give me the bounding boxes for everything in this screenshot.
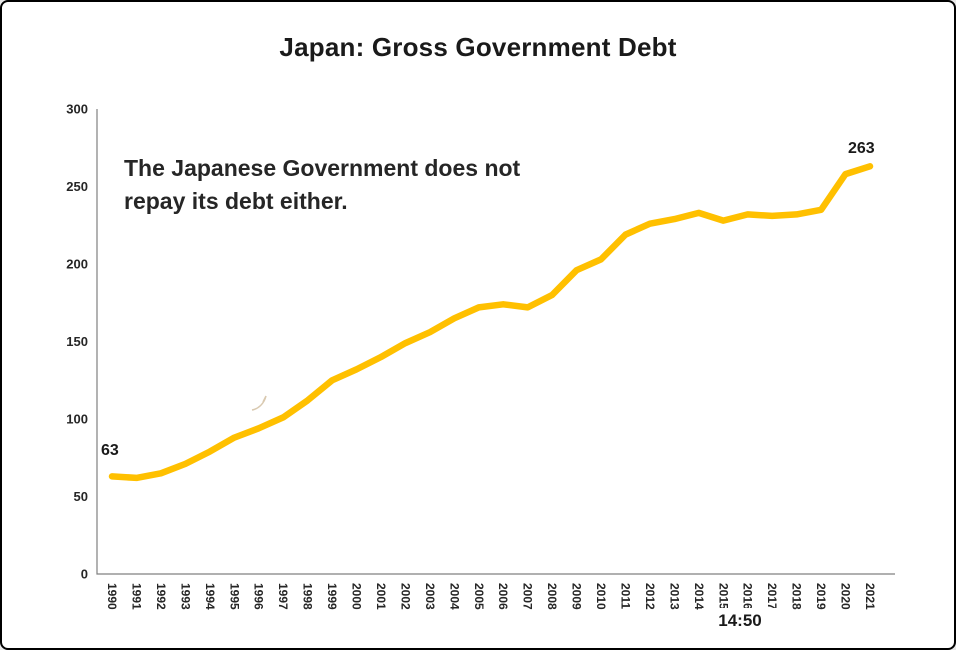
x-axis-tick-label: 2004 (447, 583, 461, 610)
chart-title: Japan: Gross Government Debt (279, 32, 677, 62)
x-axis-tick-label: 2009 (570, 583, 584, 610)
x-axis-tick-label: 2008 (545, 583, 559, 610)
x-axis-tick-label: 2015 (716, 583, 730, 610)
y-axis-tick-label: 250 (66, 179, 88, 194)
x-axis-tick-label: 2017 (765, 583, 779, 610)
annotation-line-2: repay its debt either. (124, 187, 348, 214)
x-axis-tick-label: 1998 (301, 583, 315, 610)
x-axis-tick-label: 2013 (667, 583, 681, 610)
x-axis-tick-label: 1994 (203, 583, 217, 610)
x-axis-tick-label: 1993 (178, 583, 192, 610)
debt-line-series (108, 163, 874, 482)
x-axis-tick-label: 1990 (105, 583, 119, 610)
x-axis-tick-label: 2010 (594, 583, 608, 610)
x-axis-tick-label: 2000 (350, 583, 364, 610)
x-axis-tick-label: 2006 (496, 583, 510, 610)
axis-lines (96, 109, 895, 575)
x-axis-tick-label: 1996 (252, 583, 266, 610)
annotation-text: The Japanese Government does not repay i… (124, 152, 604, 217)
x-axis-tick-label: 1995 (227, 583, 241, 610)
x-axis-tick-label: 2018 (790, 583, 804, 610)
y-axis-tick-label: 300 (66, 102, 88, 117)
y-axis-tick-label: 150 (66, 334, 88, 349)
x-axis-tick-label: 1999 (325, 583, 339, 610)
x-axis-tick-label: 2020 (839, 583, 853, 610)
x-axis-tick-label: 2003 (423, 583, 437, 610)
first-point-data-label: 63 (101, 442, 119, 459)
x-axis-tick-label: 2001 (374, 583, 388, 610)
x-axis-tick-label: 2011 (619, 583, 633, 609)
x-axis-tick-label: 1992 (154, 583, 168, 610)
x-axis-tick-label: 2012 (643, 583, 657, 610)
x-axis-tick-label: 2021 (863, 583, 877, 610)
y-axis-tick-label: 100 (66, 412, 88, 427)
video-timestamp-overlay: 14:50 (702, 608, 778, 632)
last-point-data-label: 263 (848, 140, 875, 157)
x-axis-tick-label: 1997 (276, 583, 290, 610)
cursor-artifact (251, 395, 267, 411)
annotation-line-1: The Japanese Government does not (124, 155, 521, 181)
x-axis-tick-label: 2007 (521, 583, 535, 610)
x-axis-tick-label: 2002 (398, 583, 412, 610)
x-axis-tick-label: 2014 (692, 583, 706, 610)
x-axis-tick-label: 2016 (741, 583, 755, 610)
y-axis-tick-label: 0 (81, 567, 88, 582)
x-axis-tick-label: 2005 (472, 583, 486, 610)
x-axis-tick-label: 2019 (814, 583, 828, 610)
y-axis-tick-label: 200 (66, 257, 88, 272)
y-axis-tick-label: 50 (74, 489, 88, 504)
x-axis-tick-label: 1991 (130, 583, 144, 610)
